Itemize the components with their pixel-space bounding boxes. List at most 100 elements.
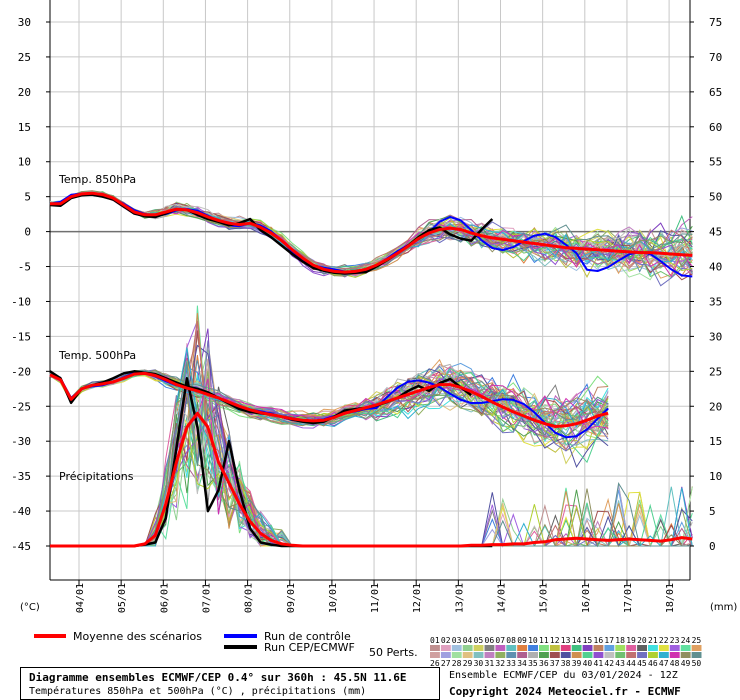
member-number: 09 [517,636,527,645]
member-number: 30 [474,659,484,668]
member-swatch [506,652,517,658]
date-tick-label: 07/01 [201,583,212,613]
member-swatch [430,645,440,651]
right-tick-label: 30 [709,330,722,343]
right-tick-label: 65 [709,86,722,99]
member-swatch [571,652,582,658]
member-swatch [658,652,669,658]
member-swatch [637,652,647,658]
date-tick-label: 17/01 [623,583,634,613]
member-number: 08 [506,636,516,645]
member-swatch [495,652,506,658]
member-number: 04 [463,636,473,645]
member-swatch [528,652,538,658]
member-swatch [440,645,451,651]
member-number: 26 [430,659,440,668]
right-tick-label: 25 [709,365,722,378]
member-swatch [495,645,506,651]
date-tick-label: 06/01 [159,583,170,613]
member-number: 50 [692,659,702,668]
member-number: 49 [681,659,691,668]
member-swatch [473,652,484,658]
right-tick-label: 5 [709,505,716,518]
member-number: 01 [430,636,440,645]
member-swatch [528,645,538,651]
date-tick-label: 12/01 [412,583,423,613]
member-number: 41 [594,659,604,668]
footer-subtitle: Températures 850hPa et 500hPa (°C) , pré… [29,686,367,697]
right-tick-label: 70 [709,51,722,64]
member-swatch [539,645,549,651]
member-swatch [626,645,637,651]
member-swatch [604,645,615,651]
member-swatch [462,645,473,651]
right-tick-label: 55 [709,156,722,169]
legend-mean-swatch [34,634,66,638]
member-number: 34 [517,659,527,668]
member-number: 24 [681,636,691,645]
legend-control: Run de contrôle [264,630,351,643]
label-t850: Temp. 850hPa [58,173,136,186]
member-number: 32 [495,659,505,668]
member-swatch [473,645,484,651]
member-swatch [440,652,451,658]
member-number: 25 [692,636,702,645]
left-tick-label: 25 [18,51,31,64]
legend-run-swatch [224,645,257,649]
axis-ticks: 302520151050-5-10-15-20-25-30-35-40-4575… [11,16,722,613]
member-swatch [593,645,604,651]
main-series [49,191,693,548]
member-number: 03 [452,636,462,645]
member-number: 20 [637,636,647,645]
left-tick-label: -35 [11,470,31,483]
member-number: 07 [495,636,505,645]
date-tick-label: 04/01 [75,583,86,613]
footer-title: Diagramme ensembles ECMWF/CEP 0.4° sur 3… [29,671,407,684]
member-swatch [680,645,691,651]
member-swatch [637,645,647,651]
mean-line-t500 [49,371,609,428]
legend-run: Run CEP/ECMWF [264,641,355,654]
member-swatch [549,652,560,658]
right-tick-label: 20 [709,400,722,413]
right-tick-label: 60 [709,121,722,134]
left-tick-label: -40 [11,505,31,518]
right-tick-label: 40 [709,261,722,274]
left-tick-label: -45 [11,540,31,553]
member-swatch [560,652,571,658]
right-tick-label: 50 [709,191,722,204]
date-tick-label: 08/01 [244,583,255,613]
date-tick-label: 09/01 [286,583,297,613]
member-number: 43 [615,659,625,668]
member-swatch [571,645,582,651]
member-number: 27 [441,659,451,668]
member-number: 40 [583,659,593,668]
member-number: 05 [474,636,484,645]
member-number: 37 [550,659,560,668]
left-tick-label: -15 [11,330,31,343]
member-swatch [691,645,702,651]
member-swatch [691,652,702,658]
label-t500: Temp. 500hPa [58,349,136,362]
left-tick-label: -25 [11,400,31,413]
member-number: 17 [604,636,614,645]
left-tick-label: 0 [24,226,31,239]
member-swatch [593,652,604,658]
member-number: 14 [572,636,582,645]
member-number: 38 [561,659,571,668]
date-tick-label: 11/01 [370,583,381,613]
member-number: 10 [528,636,538,645]
member-number: 39 [572,659,582,668]
member-number: 11 [539,636,549,645]
member-number: 46 [648,659,658,668]
member-swatch [484,645,495,651]
run-info: Ensemble ECMWF/CEP du 03/01/2024 - 12Z [449,670,678,681]
member-number: 02 [441,636,451,645]
member-swatch [560,645,571,651]
member-swatch [506,645,517,651]
date-tick-label: 13/01 [454,583,465,613]
member-swatch [549,645,560,651]
left-tick-label: 20 [18,86,31,99]
left-tick-label: -30 [11,435,31,448]
